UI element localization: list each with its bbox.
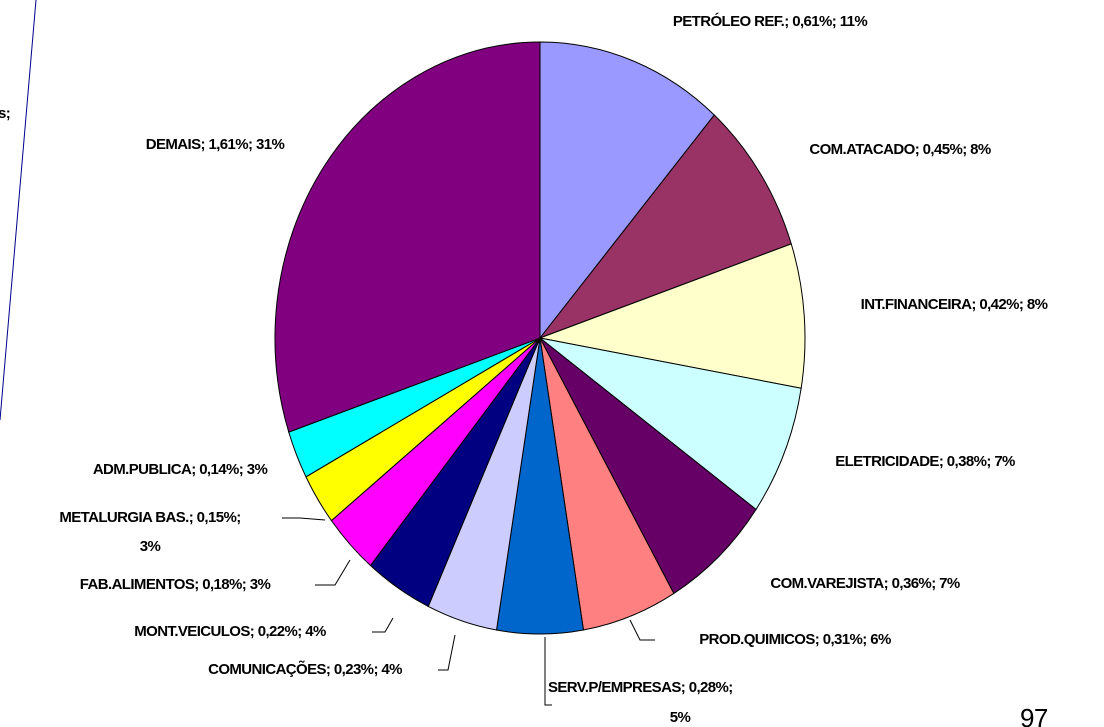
data-label: COM.VAREJISTA; 0,36%; 7% (770, 575, 960, 592)
pie-slice (538, 114, 792, 340)
label-percent: 11% (840, 13, 868, 30)
leader-line (315, 559, 351, 586)
label-percent: 8% (1027, 296, 1048, 313)
label-value: 0,22% (258, 623, 298, 640)
data-label: INT.FINANCEIRA; 0,42%; 8% (861, 296, 1048, 313)
label-category: SERV.P/EMPRESAS (548, 679, 681, 696)
data-label: SERV.P/EMPRESAS; 0,28%; (548, 679, 733, 696)
data-label: COMUNICAÇÕES; 0,23%; 4% (208, 660, 402, 678)
leader-line (282, 517, 326, 521)
pie-slice (274, 41, 541, 433)
label-percent: 4% (381, 661, 402, 678)
data-label: COM.ATACADO; 0,45%; 8% (809, 141, 991, 158)
label-value: 0,23% (334, 661, 374, 678)
data-label: DEMAIS; 1,61%; 31% (146, 136, 285, 153)
data-label: ADM.PUBLICA; 0,14%; 3% (93, 461, 268, 478)
label-percent: 3% (250, 576, 271, 593)
label-category: ADM.PUBLICA (93, 461, 192, 478)
pie-slice (539, 337, 802, 511)
data-label: ELETRICIDADE; 0,38%; 7% (835, 453, 1015, 470)
page-number: 97 (1020, 703, 1048, 727)
label-category: DEMAIS (146, 136, 201, 153)
data-label: 5% (670, 709, 691, 726)
label-percent: 7% (939, 575, 960, 592)
pie-slice (539, 337, 757, 595)
label-percent: 4% (305, 623, 326, 640)
cut-text: s; (0, 105, 10, 122)
label-value: 0,45% (923, 141, 963, 158)
label-value: 0,14% (199, 461, 239, 478)
label-percent: 7% (994, 453, 1015, 470)
label-value: 0,38% (947, 453, 987, 470)
leader-line (544, 637, 552, 706)
label-value: 0,15% (197, 509, 237, 526)
label-category: FAB.ALIMENTOS (80, 576, 195, 593)
leader-line (438, 634, 456, 671)
pie-slice (538, 243, 806, 389)
label-percent: 31% (256, 136, 284, 153)
label-category: COM.ATACADO (809, 141, 915, 158)
label-category: COMUNICAÇÕES (208, 660, 326, 678)
label-category: MONT.VEICULOS (134, 623, 250, 640)
data-label: 3% (140, 538, 161, 555)
pie-slice (539, 41, 715, 340)
label-category: COM.VAREJISTA (770, 575, 884, 592)
data-label: METALURGIA BAS.; 0,15%; (59, 509, 240, 526)
label-value: 0,42% (979, 296, 1019, 313)
label-percent: 3% (247, 461, 268, 478)
label-percent: 8% (970, 141, 991, 158)
data-label: MONT.VEICULOS; 0,22%; 4% (134, 623, 326, 640)
label-category: METALURGIA BAS. (59, 509, 189, 526)
data-label: FAB.ALIMENTOS; 0,18%; 3% (80, 576, 271, 593)
data-label: PROD.QUIMICOS; 0,31%; 6% (699, 631, 891, 648)
label-category: PETRÓLEO REF. (673, 12, 785, 30)
leader-line (372, 617, 394, 633)
leader-line (629, 619, 655, 641)
data-label: PETRÓLEO REF.; 0,61%; 11% (673, 12, 868, 30)
label-percent: 6% (870, 631, 891, 648)
border-line (0, 0, 37, 421)
label-category: ELETRICIDADE (835, 453, 939, 470)
label-value: 0,18% (202, 576, 242, 593)
label-value: 0,36% (892, 575, 932, 592)
label-value: 1,61% (208, 136, 248, 153)
label-value: 0,31% (823, 631, 863, 648)
label-category: PROD.QUIMICOS (699, 631, 815, 648)
label-value: 0,61% (792, 13, 832, 30)
label-value: 0,28% (689, 679, 729, 696)
label-category: INT.FINANCEIRA (861, 296, 973, 313)
